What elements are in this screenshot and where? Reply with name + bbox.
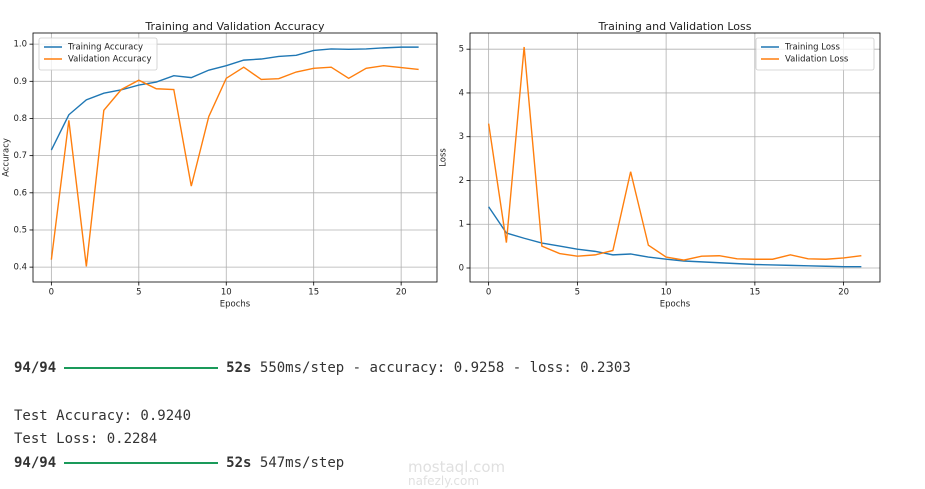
series-line (50, 64, 419, 267)
axes-frame (469, 32, 881, 283)
progress-line: 94/94 52s 547ms/step (14, 455, 344, 471)
y-tick-label: 0.6 (13, 188, 27, 198)
legend-box (755, 37, 875, 71)
series-line (488, 206, 862, 268)
x-tick-label: 15 (749, 288, 760, 298)
axes-frame (32, 32, 438, 283)
y-tick-label: 1 (459, 220, 464, 230)
y-tick-label: 0.9 (13, 77, 27, 87)
y-tick-label: 3 (459, 132, 464, 142)
y-axis-label: Loss (439, 148, 449, 167)
x-tick-label: 20 (396, 288, 407, 298)
y-tick-label: 0.4 (13, 263, 27, 273)
progress-bar (64, 462, 219, 464)
watermark: mostaql.com (408, 458, 506, 476)
legend-label: Training Loss (784, 43, 840, 53)
x-axis-label: Epochs (220, 300, 251, 310)
y-tick-label: 0.7 (13, 151, 27, 161)
metrics: 547ms/step (259, 455, 345, 471)
x-tick-label: 0 (49, 288, 54, 298)
test-accuracy: Test Accuracy: 0.9240 (14, 408, 192, 424)
x-axis-label: Epochs (660, 300, 691, 310)
x-tick-label: 10 (661, 288, 672, 298)
chart-title: Training and Validation Loss (597, 20, 751, 33)
x-tick-label: 10 (221, 288, 232, 298)
series-line (50, 46, 419, 151)
x-tick-label: 0 (486, 288, 491, 298)
y-tick-label: 2 (459, 176, 464, 186)
metrics: 550ms/step - accuracy: 0.9258 - loss: 0.… (259, 360, 631, 376)
x-tick-label: 20 (838, 288, 849, 298)
y-axis-label: Accuracy (2, 138, 12, 177)
progress-bar (64, 367, 219, 369)
test-loss: Test Loss: 0.2284 (14, 431, 158, 447)
y-tick-label: 0 (459, 263, 464, 273)
x-tick-label: 15 (308, 288, 319, 298)
time: 52s (226, 455, 252, 471)
legend-label: Training Accuracy (67, 43, 143, 53)
x-tick-label: 5 (575, 288, 580, 298)
y-tick-label: 0.5 (13, 225, 27, 235)
y-tick-label: 1.0 (13, 40, 27, 50)
legend-label: Validation Accuracy (68, 55, 151, 65)
steps: 94/94 (14, 455, 57, 471)
y-tick-label: 4 (459, 88, 464, 98)
y-tick-label: 5 (459, 45, 464, 55)
legend-label: Validation Loss (785, 55, 849, 65)
legend-box (38, 37, 158, 71)
steps: 94/94 (14, 360, 57, 376)
y-tick-label: 0.8 (13, 114, 27, 124)
watermark: nafezly.com (408, 474, 480, 488)
progress-line: 94/94 52s 550ms/step - accuracy: 0.9258 -… (14, 360, 631, 376)
time: 52s (226, 360, 252, 376)
series-line (487, 46, 862, 261)
x-tick-label: 5 (136, 288, 141, 298)
chart-title: Training and Validation Accuracy (144, 20, 325, 33)
